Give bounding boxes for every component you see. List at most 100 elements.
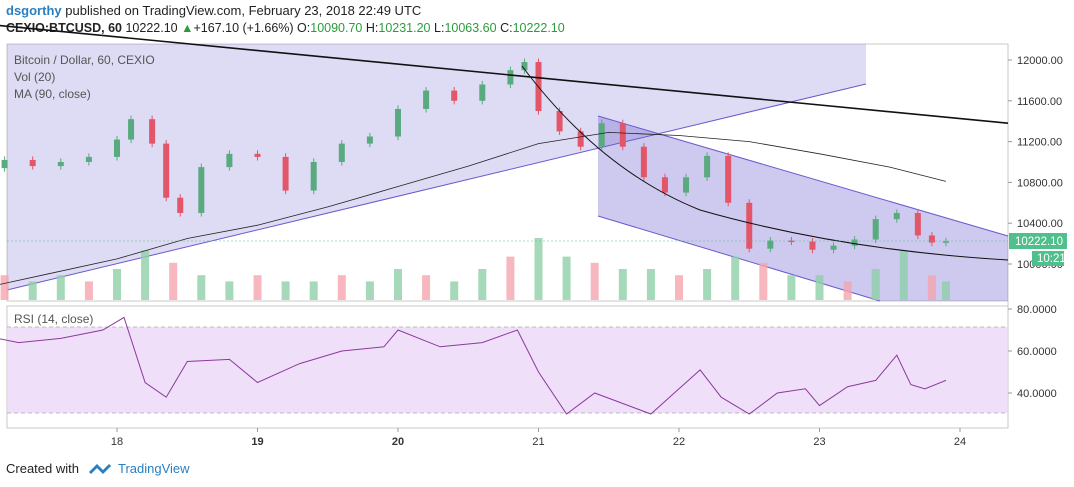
volume-bars — [0, 238, 950, 300]
candle-up — [683, 177, 690, 193]
candle-up — [872, 219, 879, 240]
volume-bar — [590, 262, 599, 300]
countdown-badge — [1032, 251, 1064, 266]
candle-up — [767, 240, 774, 249]
candle-up — [198, 167, 205, 213]
rsi-legend: RSI (14, close) — [14, 312, 94, 326]
price-tick-label: 12000.00 — [1017, 55, 1063, 67]
resistance-trendline[interactable] — [0, 23, 1009, 124]
candle-up — [704, 155, 711, 178]
candle-up — [479, 84, 486, 101]
candle-up — [942, 241, 949, 243]
candle-up — [395, 108, 401, 137]
symbol-label: CEXIO:BTCUSD, 60 — [6, 21, 122, 35]
vol-legend: Vol (20) — [14, 70, 56, 84]
price-tick-label: 11200.00 — [1017, 137, 1062, 149]
volume-bar — [113, 269, 121, 300]
candle-down — [177, 197, 184, 213]
volume-bar — [84, 281, 93, 300]
candle-up — [1, 159, 8, 169]
candle-down — [149, 119, 156, 144]
time-tick-label: 20 — [392, 436, 404, 448]
volume-bar — [815, 275, 824, 300]
change-value: +167.10 (+1.66%) — [193, 21, 294, 35]
time-tick-label: 21 — [532, 436, 544, 448]
volume-bar — [450, 281, 459, 300]
countdown-badge-text: 10:21 — [1037, 253, 1066, 265]
rsi-tick-label: 80.0000 — [1017, 304, 1057, 316]
volume-bar — [941, 281, 950, 300]
volume-bar — [759, 262, 768, 300]
time-tick-label: 23 — [813, 436, 825, 448]
volume-bar — [731, 256, 740, 300]
candle-up — [521, 62, 528, 71]
tradingview-link[interactable]: TradingView — [118, 461, 190, 476]
volume-bar — [309, 281, 318, 300]
candle-down — [809, 241, 816, 250]
volume-bar — [28, 281, 37, 300]
volume-bar — [703, 269, 712, 300]
ma-legend: MA (90, close) — [14, 87, 91, 101]
candle-up — [310, 162, 317, 191]
candle-up — [114, 139, 120, 157]
candle-down — [725, 155, 732, 203]
rsi-tick-label: 40.0000 — [1017, 388, 1057, 400]
published-text: published on TradingView.com, February 2… — [65, 3, 422, 18]
volume-bar — [478, 269, 487, 300]
falling-channel — [598, 116, 1008, 301]
high-value: 10231.20 — [378, 21, 431, 35]
change-arrow-icon: ▲ — [181, 21, 194, 35]
candle-up — [598, 123, 605, 147]
candle-up — [507, 70, 514, 85]
candle-down — [282, 156, 289, 191]
candle-up — [338, 143, 345, 162]
rsi-line — [0, 316, 947, 415]
time-tick-label: 22 — [673, 436, 685, 448]
volume-bar — [675, 275, 683, 300]
candle-down — [661, 177, 668, 193]
volume-bar — [141, 250, 150, 300]
low-label: L: — [434, 21, 445, 35]
volume-bar — [394, 269, 402, 300]
close-value: 10222.10 — [512, 21, 565, 35]
footer: Created with TradingView — [6, 461, 190, 476]
rising-channel — [7, 44, 866, 290]
volume-bar — [281, 281, 290, 300]
chart-title: Bitcoin / Dollar, 60, CEXIO — [14, 53, 155, 67]
candle-down — [619, 123, 626, 147]
candle-up — [893, 213, 900, 220]
price-tick-label: 10800.00 — [1017, 177, 1063, 189]
volume-bar — [0, 275, 9, 300]
rsi-band — [7, 327, 1008, 413]
candle-up — [423, 90, 430, 109]
rsi-axis: 80.0000 60.0000 40.0000 — [1008, 304, 1057, 400]
volume-bar — [899, 250, 908, 300]
candle-down — [254, 153, 261, 157]
falling-channel-upper-line — [597, 115, 1009, 237]
close-label: C: — [500, 21, 513, 35]
volume-bar — [506, 256, 515, 300]
price-tick-label: 10400.00 — [1017, 218, 1063, 230]
open-value: 10090.70 — [310, 21, 363, 35]
candle-up — [830, 245, 837, 250]
candle-down — [163, 143, 170, 198]
quote-line: CEXIO:BTCUSD, 60 10222.10 ▲+167.10 (+1.6… — [6, 21, 565, 35]
rsi-tick-label: 60.0000 — [1017, 346, 1057, 358]
decay-curve — [521, 65, 1009, 261]
last-price-badge — [1009, 233, 1067, 249]
author-name[interactable]: dsgorthy — [6, 3, 62, 18]
candle-down — [451, 90, 458, 101]
candle-up — [128, 119, 135, 140]
volume-bar — [56, 275, 65, 300]
volume-bar — [562, 256, 571, 300]
created-with-text: Created with — [6, 461, 79, 476]
volume-bar — [618, 269, 627, 300]
price-tick-label: 11600.00 — [1017, 96, 1062, 108]
candle-down — [746, 202, 753, 249]
open-label: O: — [297, 21, 311, 35]
candle-down — [928, 235, 935, 243]
last-price-badge-text: 10222.10 — [1015, 236, 1063, 248]
volume-bar — [197, 275, 206, 300]
candle-up — [57, 162, 64, 167]
